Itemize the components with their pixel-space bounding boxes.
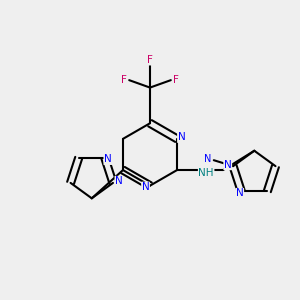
Text: N: N	[115, 176, 123, 186]
Text: F: F	[173, 75, 179, 85]
Text: N: N	[142, 182, 149, 192]
Text: NH: NH	[198, 168, 214, 178]
Text: N: N	[104, 154, 112, 164]
Text: N: N	[224, 160, 232, 170]
Text: N: N	[204, 154, 211, 164]
Text: F: F	[147, 55, 153, 65]
Text: N: N	[178, 132, 185, 142]
Text: F: F	[121, 75, 127, 85]
Text: N: N	[236, 188, 244, 198]
